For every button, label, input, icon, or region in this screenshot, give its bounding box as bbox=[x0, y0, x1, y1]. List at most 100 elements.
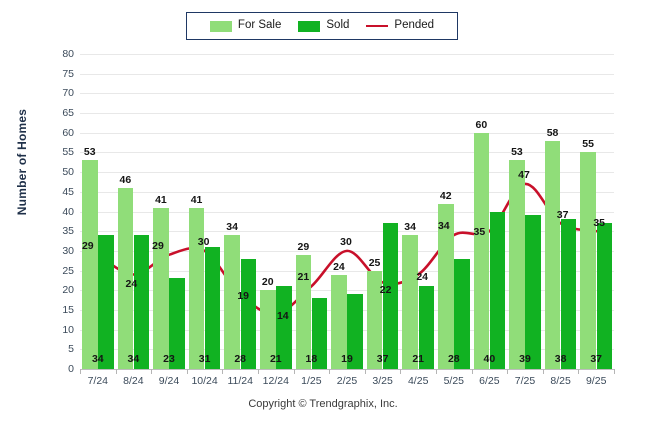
x-axis-tick-label: 8/25 bbox=[550, 375, 571, 387]
value-label-sold: 28 bbox=[447, 352, 460, 365]
x-axis: 7/24 8/24 9/24 10/24 11/24 12/24 1/25 2/25 3/25 4… bbox=[80, 369, 615, 391]
x-axis-tick-mark bbox=[80, 369, 81, 374]
bar-for-sale[interactable] bbox=[438, 203, 454, 369]
value-label-sold: 23 bbox=[163, 352, 175, 365]
x-axis-tick-mark bbox=[258, 369, 259, 374]
bar-sold[interactable] bbox=[489, 211, 506, 369]
bar-sold[interactable] bbox=[347, 294, 363, 369]
value-label-pended: 35 bbox=[593, 217, 606, 230]
bar-sold[interactable] bbox=[240, 258, 256, 369]
x-axis-tick-label: 1/25 bbox=[301, 375, 322, 387]
value-label-sold: 18 bbox=[305, 352, 318, 365]
value-label-pended: 24 bbox=[125, 277, 138, 290]
bar-sold[interactable] bbox=[560, 219, 577, 369]
x-axis-tick-label: 11/24 bbox=[227, 375, 253, 387]
x-axis-tick-mark bbox=[293, 369, 295, 374]
bar-sold[interactable] bbox=[454, 258, 470, 369]
value-label-sold: 37 bbox=[376, 352, 389, 365]
bar-for-sale[interactable] bbox=[82, 160, 98, 369]
value-label-pended: 24 bbox=[416, 270, 429, 283]
bar-for-sale[interactable] bbox=[509, 160, 525, 369]
bar-for-sale[interactable] bbox=[473, 132, 490, 369]
bar-sold[interactable] bbox=[169, 278, 185, 369]
bar-sold[interactable] bbox=[276, 286, 292, 369]
bar-for-sale[interactable] bbox=[331, 274, 347, 369]
value-label-pended: 29 bbox=[81, 239, 94, 252]
x-axis-tick-label: 2/25 bbox=[336, 375, 358, 387]
bar-for-sale[interactable] bbox=[544, 140, 561, 369]
gridline bbox=[80, 73, 614, 75]
legend-label: For Sale bbox=[237, 19, 282, 32]
y-axis-tick-label: 55 bbox=[62, 146, 74, 159]
value-label-sold: 31 bbox=[198, 352, 211, 365]
y-axis-tick-label: 50 bbox=[62, 165, 74, 178]
bar-for-sale[interactable] bbox=[117, 187, 134, 369]
bar-sold[interactable] bbox=[382, 223, 399, 369]
y-axis-tick-label: 5 bbox=[68, 343, 74, 356]
gridline bbox=[80, 54, 614, 55]
bar-sold[interactable] bbox=[525, 215, 541, 369]
gridline bbox=[80, 172, 614, 174]
gridline bbox=[80, 329, 614, 331]
bar-sold[interactable] bbox=[596, 223, 612, 369]
bar-for-sale[interactable] bbox=[188, 207, 205, 369]
y-axis-tick-label: 25 bbox=[62, 264, 74, 277]
bar-sold[interactable] bbox=[311, 298, 328, 369]
copyright-notice: Copyright © Trendgraphix, Inc. bbox=[248, 398, 398, 410]
value-label-for-sale: 41 bbox=[155, 193, 167, 206]
x-axis-tick-mark bbox=[364, 369, 366, 374]
y-axis-tick-label: 65 bbox=[62, 106, 74, 119]
legend-line-pended bbox=[366, 25, 389, 27]
legend-entry-sold[interactable]: Sold bbox=[298, 20, 349, 32]
legend-entry-pended[interactable]: Pended bbox=[366, 20, 434, 32]
y-axis-tick-label: 10 bbox=[62, 323, 74, 336]
value-label-pended: 35 bbox=[473, 226, 486, 239]
x-axis-tick-mark bbox=[329, 369, 331, 374]
value-label-sold: 34 bbox=[91, 352, 104, 365]
gridline bbox=[80, 369, 614, 370]
value-label-for-sale: 25 bbox=[368, 256, 381, 269]
bar-for-sale[interactable] bbox=[224, 235, 240, 369]
bar-for-sale[interactable] bbox=[260, 290, 276, 369]
bar-for-sale[interactable] bbox=[366, 270, 383, 369]
x-axis-tick-mark bbox=[614, 369, 615, 374]
y-axis-tick-label: 20 bbox=[62, 284, 74, 296]
value-label-pended: 29 bbox=[152, 239, 164, 252]
gridline bbox=[80, 113, 614, 115]
value-label-pended: 19 bbox=[237, 290, 250, 303]
x-axis-tick-label: 8/24 bbox=[123, 375, 144, 387]
value-label-pended: 14 bbox=[276, 309, 289, 322]
y-axis-tick-label: 75 bbox=[62, 67, 74, 80]
x-axis-tick-mark bbox=[115, 369, 117, 374]
y-axis-tick-label: 40 bbox=[62, 205, 74, 218]
value-label-for-sale: 41 bbox=[190, 193, 203, 206]
bar-sold[interactable] bbox=[204, 246, 221, 369]
value-label-for-sale: 55 bbox=[582, 138, 594, 151]
x-axis-tick-mark bbox=[400, 369, 402, 374]
bar-for-sale[interactable] bbox=[295, 254, 312, 369]
bar-sold[interactable] bbox=[133, 235, 150, 369]
bar-for-sale[interactable] bbox=[153, 207, 169, 369]
value-label-for-sale: 34 bbox=[404, 221, 416, 234]
y-axis-tick-label: 35 bbox=[62, 224, 74, 237]
legend-entry-for-sale[interactable]: For Sale bbox=[209, 19, 282, 32]
bar-sold[interactable] bbox=[98, 235, 114, 369]
legend-swatch-sold bbox=[298, 20, 321, 32]
value-label-for-sale: 24 bbox=[333, 260, 345, 273]
value-label-sold: 28 bbox=[234, 352, 247, 365]
bar-sold[interactable] bbox=[418, 286, 434, 369]
bar-for-sale[interactable] bbox=[580, 152, 596, 369]
x-axis-tick-label: 7/25 bbox=[514, 375, 536, 387]
value-label-pended: 37 bbox=[556, 209, 569, 222]
y-axis-tick-label: 30 bbox=[62, 244, 74, 257]
gridline bbox=[80, 349, 614, 351]
bar-for-sale[interactable] bbox=[402, 235, 418, 369]
value-label-sold: 19 bbox=[341, 352, 353, 365]
x-axis-tick-label: 9/25 bbox=[585, 375, 607, 387]
y-axis-tick-label: 60 bbox=[62, 126, 74, 139]
y-axis-tick-labels: 0 5 10 15 20 25 30 35 40 45 50 55 60 65 70 75 80 bbox=[50, 49, 74, 374]
x-axis-tick-label: 10/24 bbox=[191, 375, 218, 387]
value-label-sold: 34 bbox=[127, 352, 140, 365]
value-label-for-sale: 53 bbox=[83, 146, 96, 159]
